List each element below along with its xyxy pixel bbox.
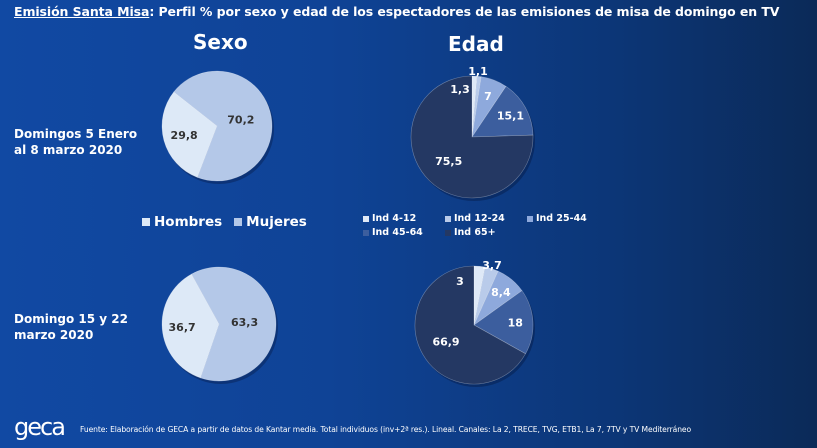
legend-swatch bbox=[445, 215, 451, 222]
legend-item-ind-4-12: Ind 4-12 bbox=[363, 213, 445, 224]
pie-data-label: 18 bbox=[508, 317, 523, 330]
legend-label: Ind 25-44 bbox=[536, 213, 587, 224]
sex-legend: Hombres Mujeres bbox=[142, 214, 307, 230]
pie-data-label: 36,7 bbox=[169, 321, 196, 334]
legend-item-ind-65: Ind 65+ bbox=[445, 227, 527, 238]
source-footnote: Fuente: Elaboración de GECA a partir de … bbox=[80, 425, 692, 434]
legend-swatch-hombres bbox=[142, 218, 150, 226]
pie-data-label: 8,4 bbox=[491, 286, 511, 299]
page-title: Emisión Santa Misa: Perfil % por sexo y … bbox=[14, 4, 779, 19]
legend-item-ind-45-64: Ind 45-64 bbox=[363, 227, 445, 238]
geca-logo: geca bbox=[14, 413, 66, 441]
pie-data-label: 63,3 bbox=[231, 316, 258, 329]
legend-swatch bbox=[527, 215, 533, 222]
pie-slice-mujeres bbox=[173, 70, 273, 182]
pie-data-label: 66,9 bbox=[432, 335, 459, 348]
pie-data-label: 3,7 bbox=[482, 259, 502, 272]
sex-column-heading: Sexo bbox=[193, 30, 248, 54]
age-pie-chart-2: 3 3,7 8,4 18 66,9 bbox=[414, 259, 535, 387]
pie-data-label: 15,1 bbox=[497, 110, 524, 123]
pie-slice-ind-25-44 bbox=[473, 270, 523, 326]
pie-slice-hombres bbox=[161, 91, 218, 178]
legend-item-ind-25-44: Ind 25-44 bbox=[527, 213, 609, 224]
pie-data-label: 1,1 bbox=[468, 65, 488, 78]
pie-data-label: 1,3 bbox=[450, 83, 470, 96]
period-1-line1: Domingos 5 Enero bbox=[14, 127, 138, 141]
legend-label-mujeres: Mujeres bbox=[246, 214, 307, 230]
legend-swatch bbox=[363, 215, 369, 222]
pie-slice-mujeres bbox=[191, 266, 277, 382]
pie-data-label: 29,8 bbox=[171, 129, 198, 142]
sex-pie-chart-1: 29,8 70,2 bbox=[161, 70, 274, 184]
pie-data-label: 75,5 bbox=[435, 155, 462, 168]
pie-slice-ind-45-64 bbox=[473, 290, 534, 355]
pie-data-label: 70,2 bbox=[227, 113, 254, 126]
title-rest: : Perfil % por sexo y edad de los espect… bbox=[149, 4, 780, 19]
legend-label: Ind 65+ bbox=[454, 227, 496, 238]
pie-slice-hombres bbox=[161, 273, 220, 379]
pie-data-label: 3 bbox=[456, 275, 464, 288]
period-1-line2: al 8 marzo 2020 bbox=[14, 143, 123, 157]
legend-label: Ind 45-64 bbox=[372, 227, 423, 238]
pie-slice-ind-65- bbox=[410, 75, 534, 199]
pie-slice-ind-45-64 bbox=[471, 85, 534, 138]
pie-slice-ind-4-12 bbox=[471, 75, 478, 138]
legend-swatch-mujeres bbox=[234, 218, 243, 226]
period-label-1: Domingos 5 Enero al 8 marzo 2020 bbox=[14, 126, 137, 158]
pie-slice-ind-12-24 bbox=[473, 266, 499, 326]
legend-item-hombres: Hombres bbox=[142, 214, 222, 230]
pie-slice-ind-4-12 bbox=[473, 265, 486, 326]
legend-label: Ind 12-24 bbox=[454, 213, 505, 224]
title-highlight: Emisión Santa Misa bbox=[14, 4, 150, 19]
pie-slice-ind-12-24 bbox=[471, 75, 482, 138]
legend-item-mujeres: Mujeres bbox=[234, 214, 307, 230]
legend-label: Ind 4-12 bbox=[372, 213, 417, 224]
age-column-heading: Edad bbox=[448, 32, 504, 56]
legend-swatch bbox=[445, 229, 451, 236]
period-2-line1: Domingo 15 y 22 bbox=[14, 312, 128, 326]
age-legend: Ind 4-12 Ind 12-24 Ind 25-44 Ind 45-64 I… bbox=[363, 213, 609, 238]
pie-slice-ind-65- bbox=[414, 265, 526, 385]
period-2-line2: marzo 2020 bbox=[14, 328, 94, 342]
legend-item-ind-12-24: Ind 12-24 bbox=[445, 213, 527, 224]
pie-slice-ind-25-44 bbox=[471, 76, 507, 138]
legend-swatch bbox=[363, 229, 369, 236]
sex-pie-chart-2: 36,7 63,3 bbox=[161, 266, 278, 384]
pie-data-label: 7 bbox=[484, 90, 492, 103]
legend-label-hombres: Hombres bbox=[154, 214, 223, 230]
age-pie-chart-1: 1,3 1,1 7 15,1 75,5 bbox=[410, 65, 535, 201]
period-label-2: Domingo 15 y 22 marzo 2020 bbox=[14, 311, 128, 343]
